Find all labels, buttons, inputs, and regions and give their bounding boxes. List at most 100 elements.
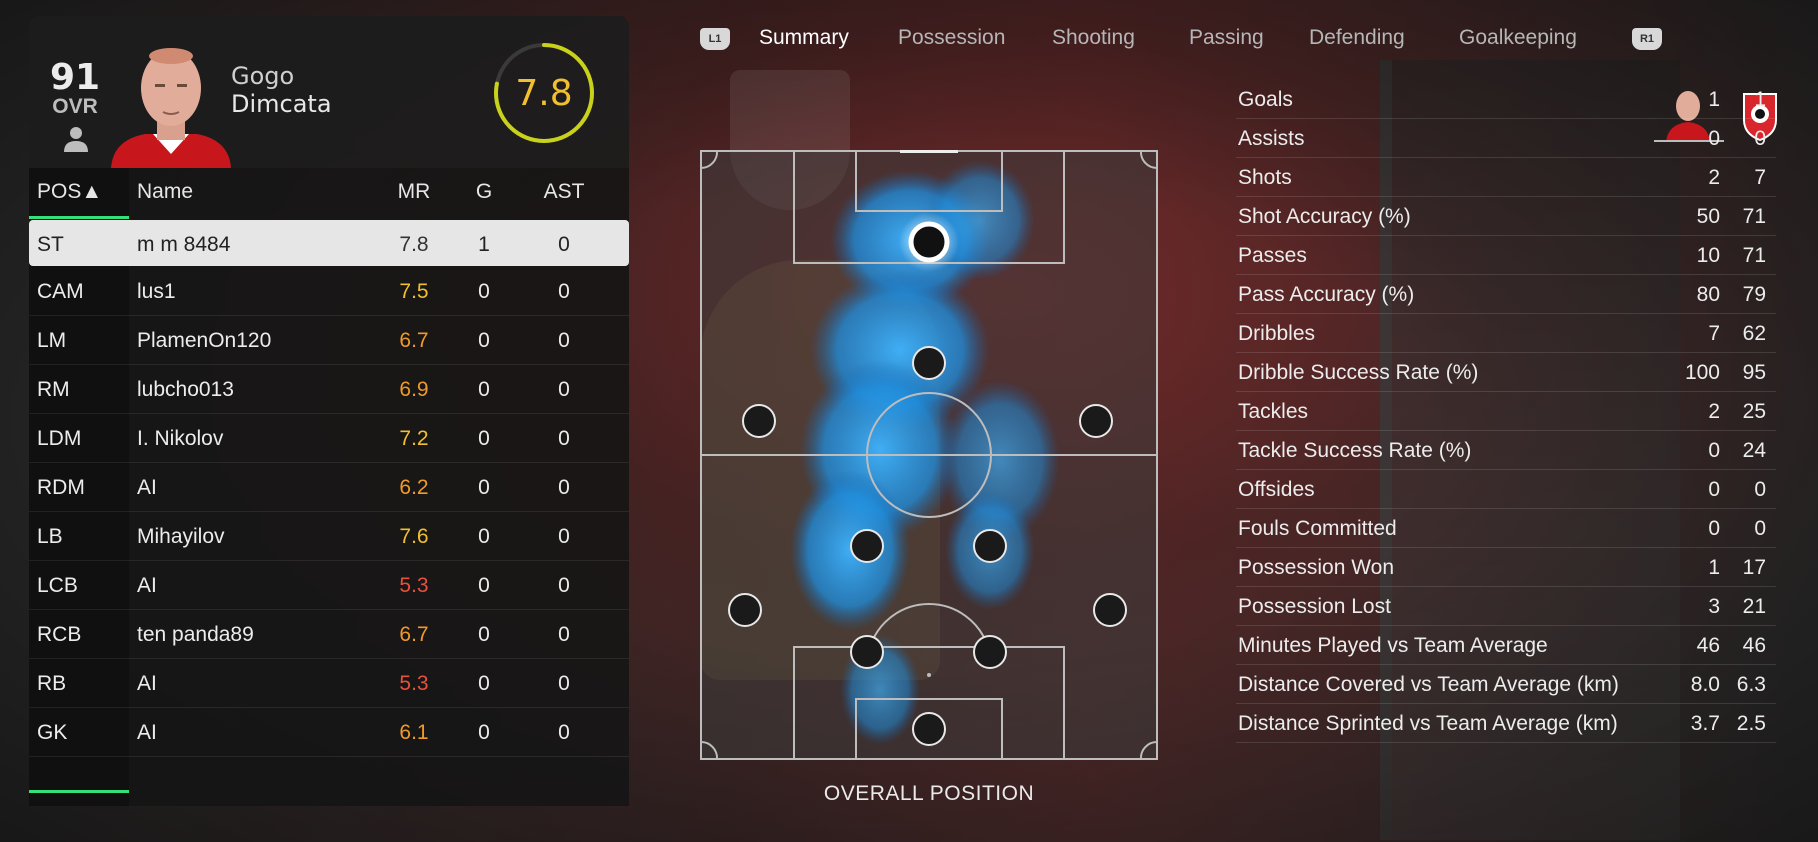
stat-row: Distance Covered vs Team Average (km) 8.0…: [1236, 665, 1776, 704]
tab-passing[interactable]: Passing: [1189, 26, 1264, 49]
name-cell: m m 8484: [137, 233, 231, 256]
header-mr[interactable]: MR: [397, 180, 431, 203]
stat-label: Shots: [1238, 166, 1292, 189]
stat-row: Pass Accuracy (%) 80 79: [1236, 275, 1776, 314]
player-row-lcb[interactable]: LCB AI 5.3 0 0: [29, 561, 629, 610]
goals-cell: 0: [478, 721, 490, 744]
stat-team-value: 46: [1742, 634, 1766, 657]
name-cell: AI: [137, 721, 157, 744]
stat-label: Pass Accuracy (%): [1238, 283, 1415, 306]
player-row-ldm[interactable]: LDM I. Nikolov 7.2 0 0: [29, 414, 629, 463]
assists-cell: 0: [558, 623, 570, 646]
name-cell: AI: [137, 476, 157, 499]
marker-rb[interactable]: [1093, 593, 1127, 627]
stat-row: Offsides 0 0: [1236, 470, 1776, 509]
marker-cam[interactable]: [912, 346, 946, 380]
position-cell: RCB: [37, 623, 82, 646]
position-cell: LCB: [37, 574, 78, 597]
stat-label: Possession Won: [1238, 556, 1395, 579]
assists-cell: 0: [558, 476, 570, 499]
match-rating-value: 7.8: [515, 72, 573, 114]
marker-lcb[interactable]: [850, 635, 884, 669]
player-last-name: Dimcata: [231, 90, 332, 118]
stat-team-value: 79: [1742, 283, 1766, 306]
position-cell: LB: [37, 525, 63, 548]
goals-cell: 0: [478, 329, 490, 352]
stat-row: Assists 0 0: [1236, 119, 1776, 158]
position-cell: CAM: [37, 280, 84, 303]
position-cell: RB: [37, 672, 67, 695]
stat-label: Tackles: [1238, 400, 1309, 423]
assists-cell: 0: [558, 672, 570, 695]
stat-row: Fouls Committed 0 0: [1236, 509, 1776, 548]
goals-cell: 0: [478, 427, 490, 450]
tab-defending[interactable]: Defending: [1309, 26, 1405, 49]
tab-shooting[interactable]: Shooting: [1052, 26, 1135, 49]
tab-summary[interactable]: Summary: [759, 26, 849, 49]
marker-gk[interactable]: [912, 712, 946, 746]
stat-player-value: 10: [1696, 244, 1720, 267]
stat-label: Fouls Committed: [1238, 517, 1397, 540]
stat-player-value: 0: [1708, 439, 1720, 462]
stat-team-value: 0: [1754, 478, 1766, 501]
assists-cell: 0: [558, 280, 570, 303]
marker-rm[interactable]: [1079, 404, 1113, 438]
stat-team-value: 0: [1754, 127, 1766, 150]
tab-goalkeeping[interactable]: Goalkeeping: [1459, 26, 1577, 49]
tab-possession[interactable]: Possession: [898, 26, 1006, 49]
name-cell: Mihayilov: [137, 525, 225, 548]
marker-lm[interactable]: [742, 404, 776, 438]
player-row-st[interactable]: ST m m 8484 7.8 1 0: [29, 220, 629, 266]
player-row-rb[interactable]: RB AI 5.3 0 0: [29, 659, 629, 708]
match-rating-cell: 7.2: [399, 427, 429, 450]
stat-label: Assists: [1238, 127, 1305, 150]
marker-lb[interactable]: [728, 593, 762, 627]
header-ast[interactable]: AST: [543, 180, 585, 203]
stat-player-value: 0: [1708, 517, 1720, 540]
goals-cell: 0: [478, 280, 490, 303]
match-rating-cell: 5.3: [399, 672, 429, 695]
marker-rdm[interactable]: [973, 529, 1007, 563]
stat-label: Dribbles: [1238, 322, 1316, 345]
marker-rcb[interactable]: [973, 635, 1007, 669]
match-rating-cell: 6.1: [399, 721, 429, 744]
stat-team-value: 62: [1742, 322, 1766, 345]
name-cell: I. Nikolov: [137, 427, 224, 450]
header-pos[interactable]: POS▲: [37, 180, 103, 203]
stat-player-value: 100: [1684, 361, 1720, 384]
position-cell: ST: [37, 233, 64, 256]
stat-team-value: 17: [1742, 556, 1766, 579]
match-rating-cell: 6.7: [399, 623, 429, 646]
player-card: 91 OVR Gogo Dimcata 7.8: [29, 16, 629, 168]
player-row-lm[interactable]: LM PlamenOn120 6.7 0 0: [29, 316, 629, 365]
position-cell: LM: [37, 329, 67, 352]
assists-cell: 0: [558, 329, 570, 352]
player-row-rcb[interactable]: RCB ten panda89 6.7 0 0: [29, 610, 629, 659]
player-row-lb[interactable]: LB Mihayilov 7.6 0 0: [29, 512, 629, 561]
marker-ldm[interactable]: [850, 529, 884, 563]
header-name[interactable]: Name: [137, 180, 194, 203]
ovr-value: 91: [49, 57, 101, 98]
stat-team-value: 6.3: [1736, 673, 1766, 696]
player-row-rm[interactable]: RM lubcho013 6.9 0 0: [29, 365, 629, 414]
stat-team-value: 1: [1754, 88, 1766, 111]
player-first-name: Gogo: [231, 62, 295, 90]
stat-row: Minutes Played vs Team Average 46 46: [1236, 626, 1776, 665]
stat-player-value: 0: [1708, 478, 1720, 501]
stat-label: Dribble Success Rate (%): [1238, 361, 1479, 384]
assists-cell: 0: [558, 233, 570, 256]
match-rating-cell: 6.9: [399, 378, 429, 401]
l1-bumper-icon[interactable]: L1: [700, 28, 730, 50]
header-g[interactable]: G: [475, 180, 493, 203]
ovr-label: OVR: [52, 95, 98, 118]
marker-st[interactable]: [908, 221, 950, 263]
goals-cell: 0: [478, 525, 490, 548]
stat-player-value: 7: [1708, 322, 1720, 345]
player-row-cam[interactable]: CAM lus1 7.5 0 0: [29, 267, 629, 316]
stat-row: Passes 10 71: [1236, 236, 1776, 275]
r1-bumper-icon[interactable]: R1: [1632, 28, 1662, 50]
stat-label: Distance Covered vs Team Average (km): [1238, 673, 1619, 696]
player-row-gk[interactable]: GK AI 6.1 0 0: [29, 708, 629, 757]
player-row-rdm[interactable]: RDM AI 6.2 0 0: [29, 463, 629, 512]
name-cell: lubcho013: [137, 378, 234, 401]
